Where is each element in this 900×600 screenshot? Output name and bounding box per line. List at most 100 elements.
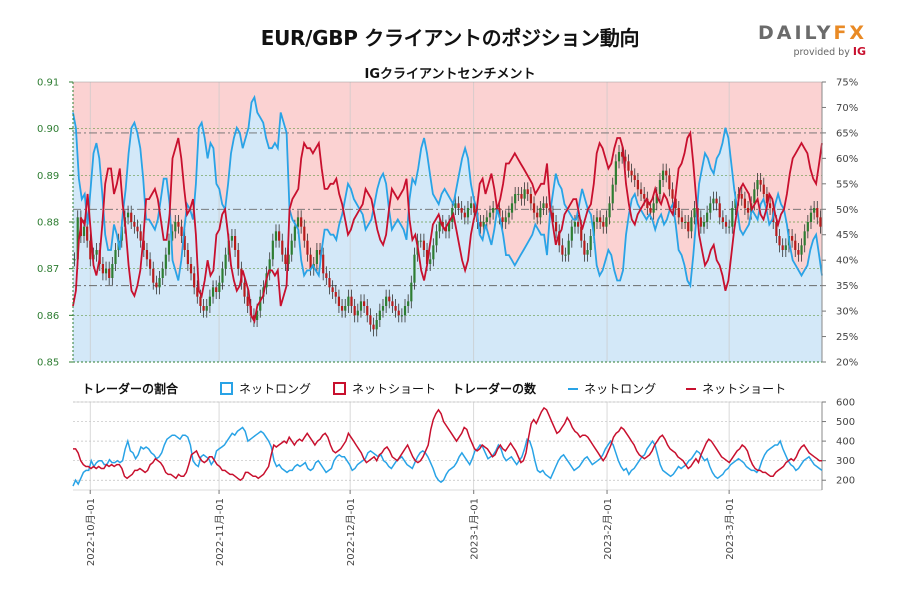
candle-body (702, 222, 706, 227)
candle-body (639, 189, 643, 194)
candle-body (649, 208, 652, 213)
candle-body (580, 226, 583, 241)
candle-body (728, 226, 731, 228)
candle-body (671, 189, 674, 199)
candle-body (621, 152, 624, 157)
ig-logo: IG (852, 45, 866, 58)
x-tick-label: 2023-3月-01 (724, 498, 736, 560)
candle-body (514, 194, 517, 204)
left-tick-label: 0.91 (37, 78, 59, 89)
candle-body (768, 203, 772, 208)
candle-body (595, 217, 599, 222)
sub-tick-label: 400 (836, 437, 855, 448)
chart-subtitle: IGクライアントセンチメント (364, 67, 536, 82)
candle-body (108, 268, 111, 278)
candle-body (510, 203, 514, 213)
candle-body (803, 231, 806, 246)
candle-body (391, 301, 394, 306)
candle-body (800, 245, 803, 255)
candle-body (655, 194, 658, 204)
candle-body (699, 217, 702, 227)
candle-body (145, 250, 149, 260)
candle-body (233, 236, 237, 250)
candle-body (460, 208, 463, 213)
candle-body (237, 250, 240, 269)
right-tick-label: 70% (836, 103, 858, 114)
count-long-line (72, 426, 823, 487)
x-tick-label: 2022-10月-01 (85, 498, 97, 566)
candle-body (136, 226, 139, 232)
candle-body (142, 240, 145, 250)
candle-body (419, 240, 422, 242)
left-tick-label: 0.88 (37, 218, 59, 229)
candle-body (104, 268, 108, 274)
candle-body (643, 194, 646, 199)
candle-body (211, 287, 215, 297)
candle-body (180, 226, 183, 236)
candle-body (221, 268, 224, 283)
candle-body (350, 296, 353, 306)
right-tick-label: 25% (836, 332, 858, 343)
candle-body (155, 282, 158, 288)
candle-body (438, 222, 441, 232)
candle-body (334, 292, 337, 297)
candle-body (315, 250, 318, 264)
candle-body (718, 203, 721, 218)
candle-body (347, 296, 350, 306)
candle-body (422, 240, 425, 250)
candle-body (539, 208, 542, 218)
candle-body (340, 306, 344, 311)
candle-body (630, 170, 633, 176)
candle-body (558, 231, 561, 246)
candle-body (224, 254, 227, 269)
legend-ratio-long-label: ネットロング (239, 382, 312, 396)
candle-body (633, 175, 636, 180)
candle-body (690, 217, 693, 232)
candle-body (775, 222, 778, 236)
candle-body (344, 306, 347, 311)
candle-body (111, 264, 114, 278)
candle-body (624, 156, 627, 162)
left-tick-label: 0.89 (37, 171, 59, 182)
right-tick-label: 75% (836, 78, 858, 89)
candle-body (523, 189, 526, 199)
left-tick-label: 0.86 (37, 311, 59, 322)
x-tick-label: 2023-2月-01 (602, 498, 614, 560)
candle-body (482, 222, 485, 227)
legend-count-long: ネットロング (568, 380, 656, 397)
candle-body (819, 217, 822, 227)
candle-body (583, 240, 586, 255)
right-tick-label: 65% (836, 128, 858, 139)
candle-body (196, 287, 199, 297)
candle-body (300, 217, 303, 227)
candle-body (403, 306, 407, 316)
candle-body (164, 254, 167, 269)
candle-body (454, 203, 457, 208)
candle-body (756, 180, 759, 190)
candle-body (309, 254, 312, 269)
candle-body (709, 203, 712, 213)
candle-body (218, 282, 221, 292)
legend-count-long-swatch (568, 387, 579, 390)
x-tick-label: 2022-11月-01 (214, 498, 226, 566)
candle-body (230, 236, 234, 241)
candle-body (463, 212, 466, 218)
candle-body (318, 250, 322, 255)
candle-body (520, 194, 523, 199)
candle-body (473, 203, 476, 213)
candle-body (724, 222, 728, 227)
candle-body (693, 208, 696, 218)
chart-title: EUR/GBP クライアントのポジション動向 (260, 26, 640, 50)
candle-body (778, 236, 781, 246)
candle-body (608, 203, 611, 218)
candle-body (470, 203, 473, 208)
candle-body (551, 212, 555, 222)
candle-body (561, 245, 564, 255)
candle-body (256, 310, 259, 320)
legend: トレーダーの割合 ネットロング ネットショート トレーダーの数 ネットロング ネ… (82, 380, 786, 397)
left-tick-label: 0.85 (37, 358, 59, 369)
candle-body (435, 231, 438, 246)
logo-brand-b: FX (833, 22, 868, 44)
candle-body (397, 310, 400, 316)
